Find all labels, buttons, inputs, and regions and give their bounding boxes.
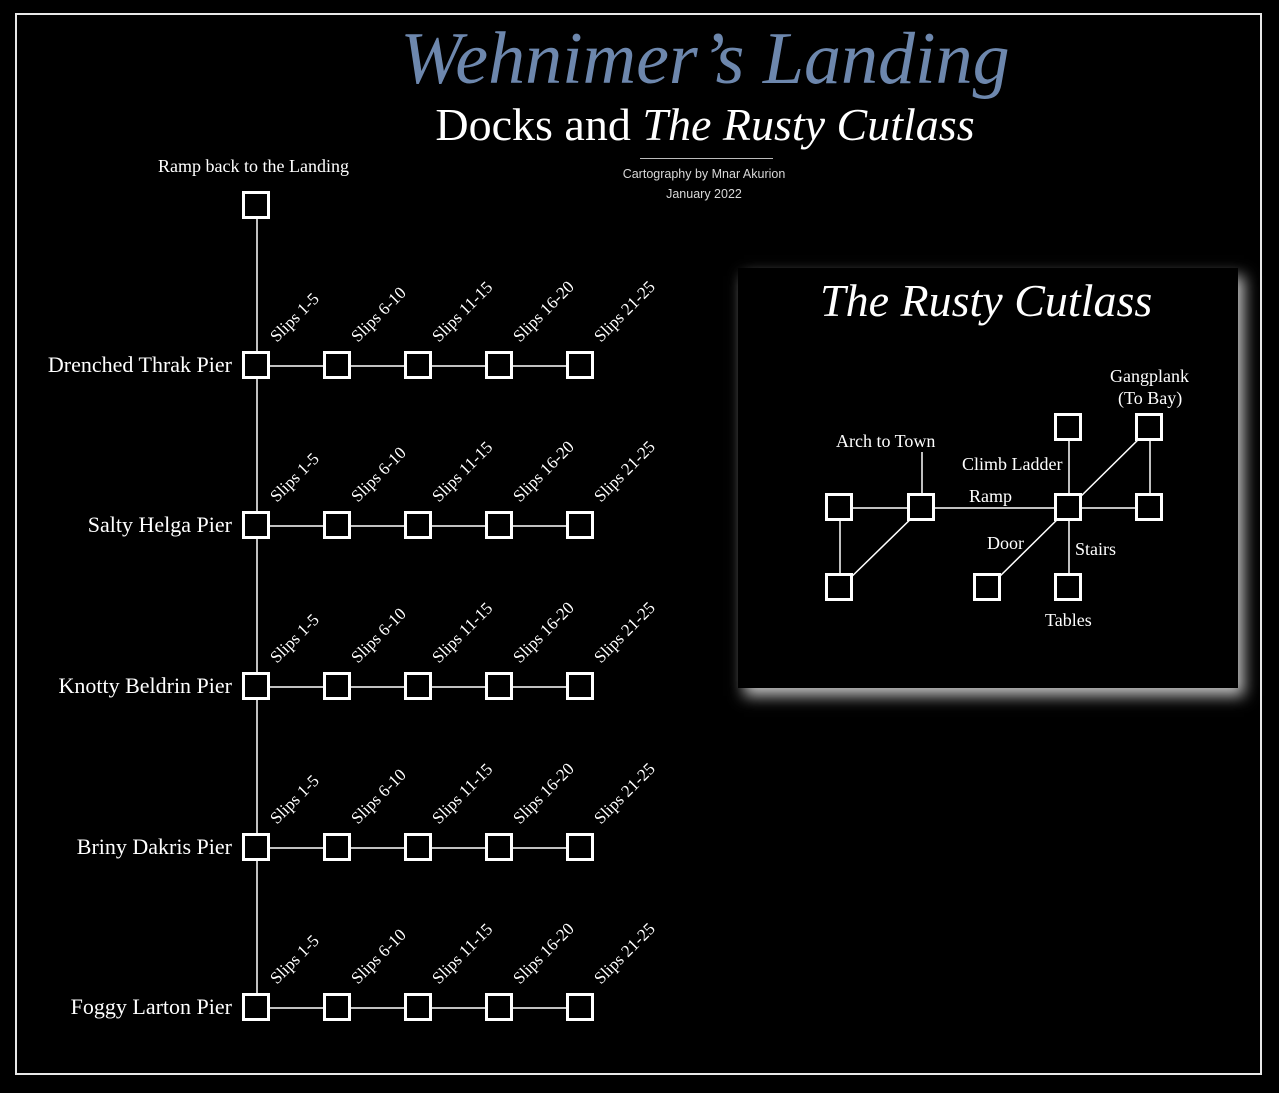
slip-room[interactable] [485, 351, 513, 379]
slip-room[interactable] [404, 351, 432, 379]
pier-label: Foggy Larton Pier [70, 994, 232, 1019]
cutlass-room-gangplank[interactable] [1135, 413, 1163, 441]
door-label: Door [987, 533, 1024, 553]
inset-title: The Rusty Cutlass [820, 275, 1153, 326]
slip-room[interactable] [323, 511, 351, 539]
slip-room[interactable] [485, 511, 513, 539]
pier-label: Briny Dakris Pier [76, 834, 232, 859]
cutlass-room-ladder[interactable] [1054, 413, 1082, 441]
slip-room[interactable] [404, 672, 432, 700]
climb-ladder-label: Climb Ladder [962, 454, 1063, 474]
credit-divider [640, 158, 773, 159]
subtitle-emphasis: The Rusty Cutlass [642, 99, 975, 150]
map-frame [15, 13, 1262, 1075]
cartography-credit: Cartography by Mnar Akurion [622, 167, 786, 181]
cutlass-room-hub[interactable] [1054, 493, 1082, 521]
arch-label: Arch to Town [836, 431, 936, 451]
slip-room[interactable] [242, 833, 270, 861]
inset-connectors [839, 427, 1151, 589]
rusty-cutlass-inset: The Rusty Cutlass Arch to Town Ramp Clim… [738, 268, 1238, 688]
slip-room[interactable] [566, 351, 594, 379]
slip-room[interactable] [404, 511, 432, 539]
ramp-connector-label: Ramp [969, 486, 1012, 506]
tables-label: Tables [1045, 610, 1092, 630]
slip-room[interactable] [323, 351, 351, 379]
slip-room[interactable] [485, 833, 513, 861]
slip-room[interactable] [404, 993, 432, 1021]
slip-room[interactable] [566, 993, 594, 1021]
cutlass-room-southwest[interactable] [825, 573, 853, 601]
pier-label: Drenched Thrak Pier [47, 352, 232, 377]
ramp-label: Ramp back to the Landing [158, 156, 349, 176]
slip-room[interactable] [323, 993, 351, 1021]
slip-room[interactable] [242, 511, 270, 539]
pier-label: Knotty Beldrin Pier [58, 673, 232, 698]
slip-room[interactable] [485, 672, 513, 700]
pier-label: Salty Helga Pier [87, 512, 232, 537]
gangplank-sublabel: (To Bay) [1118, 388, 1183, 408]
map-date: January 2022 [666, 187, 742, 201]
cutlass-room-west[interactable] [825, 493, 853, 521]
slip-room[interactable] [404, 833, 432, 861]
slip-room[interactable] [242, 672, 270, 700]
slip-room[interactable] [485, 993, 513, 1021]
slip-room[interactable] [323, 672, 351, 700]
slip-room[interactable] [242, 993, 270, 1021]
cutlass-room-east[interactable] [1135, 493, 1163, 521]
cutlass-room-tables[interactable] [1054, 573, 1082, 601]
slip-room[interactable] [566, 672, 594, 700]
cutlass-room-arch[interactable] [907, 493, 935, 521]
cutlass-room-door[interactable] [973, 573, 1001, 601]
ramp-room[interactable] [242, 191, 270, 219]
slip-room[interactable] [242, 351, 270, 379]
slip-room[interactable] [566, 833, 594, 861]
map-title: Wehnimer’s Landing [400, 18, 1010, 100]
stairs-label: Stairs [1075, 539, 1117, 559]
slip-room[interactable] [566, 511, 594, 539]
subtitle-prefix: Docks and [435, 99, 643, 150]
slip-room[interactable] [323, 833, 351, 861]
map-subtitle: Docks and The Rusty Cutlass [330, 102, 1080, 148]
gangplank-label: Gangplank [1110, 366, 1189, 386]
